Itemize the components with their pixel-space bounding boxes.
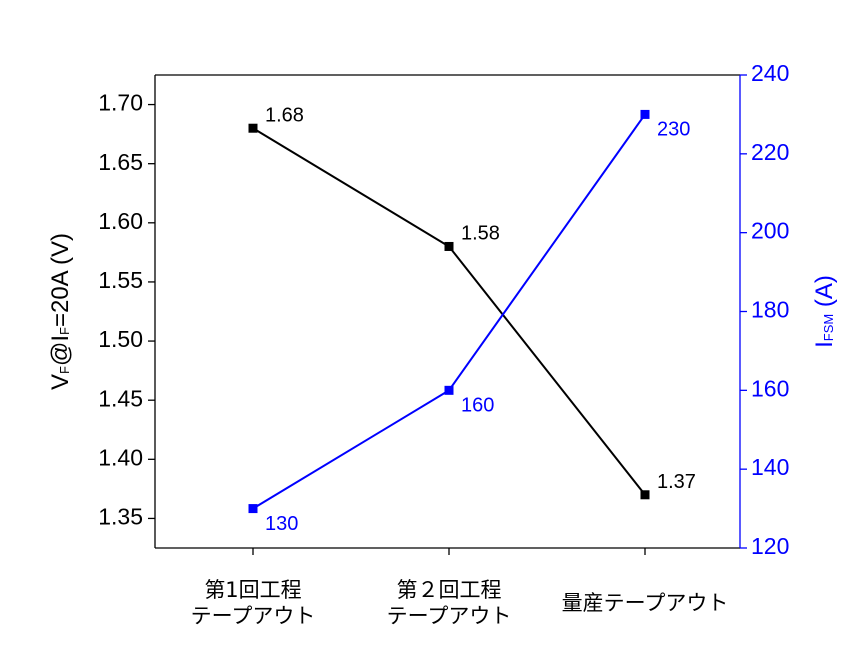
y-tick-label: 1.60 <box>98 208 143 234</box>
y-tick-label: 1.35 <box>98 504 143 530</box>
y-axis-label-part: @I <box>47 335 74 366</box>
value-label: 1.37 <box>657 471 696 493</box>
series-line <box>252 127 646 496</box>
y2-axis-label-part: I <box>811 341 838 348</box>
y-axis-label-part: F <box>57 366 72 374</box>
y2-tick-label: 240 <box>751 60 789 86</box>
x-tick-label: 第1回工程 テープアウト <box>190 578 316 628</box>
y2-tick-label: 120 <box>751 533 789 559</box>
y2-tick-label: 140 <box>751 454 789 480</box>
value-label: 1.58 <box>461 223 500 245</box>
y-axis-label-part: F <box>57 327 72 335</box>
y2-axis-label: IFSM (A) <box>811 275 838 348</box>
marker <box>640 109 650 119</box>
marker <box>248 504 258 514</box>
y2-tick-label: 220 <box>751 139 789 165</box>
series-line <box>252 113 646 510</box>
y-tick-label: 1.50 <box>98 326 143 352</box>
value-label: 160 <box>461 395 494 417</box>
marker <box>248 123 258 133</box>
x-tick-label: 第２回工程 テープアウト <box>386 578 512 628</box>
y2-axis-label-part: (A) <box>811 275 838 314</box>
y-axis-label-part: =20A (V) <box>47 233 74 327</box>
y-tick-label: 1.55 <box>98 267 143 293</box>
value-label: 130 <box>265 513 298 535</box>
y2-tick-label: 200 <box>751 218 789 244</box>
y-axis-label: VF@IF=20A (V) <box>47 233 74 390</box>
y2-tick-label: 180 <box>751 297 789 323</box>
y2-axis-label-part: FSM <box>821 314 836 341</box>
marker <box>444 385 454 395</box>
marker <box>444 241 454 251</box>
x-tick-label: 量産テープアウト <box>561 591 729 615</box>
y-tick-label: 1.70 <box>98 90 143 116</box>
y-tick-label: 1.65 <box>98 149 143 175</box>
value-label: 230 <box>657 119 690 141</box>
marker <box>640 490 650 500</box>
y-axis-label-part: V <box>47 374 74 390</box>
y-tick-label: 1.40 <box>98 444 143 470</box>
y2-tick-label: 160 <box>751 375 789 401</box>
value-label: 1.68 <box>265 104 304 126</box>
y-tick-label: 1.45 <box>98 385 143 411</box>
